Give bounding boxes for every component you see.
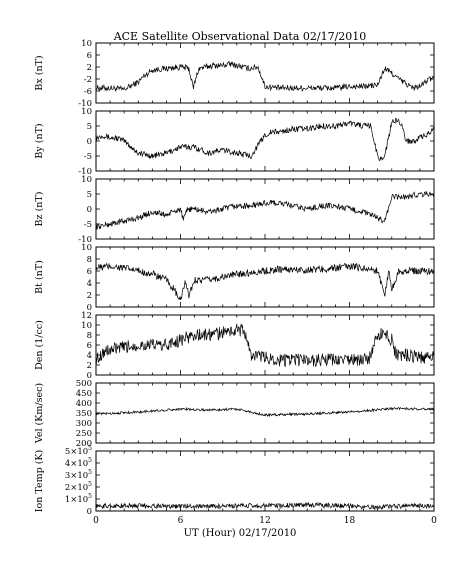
y-tick-label: 2×105 [65,481,92,493]
series-line [95,191,435,230]
y-tick-label: 500 [76,379,92,389]
y-tick-label: 350 [76,409,92,419]
y-tick-label: 5×105 [65,445,92,457]
y-tick-label: -2 [84,75,92,85]
y-axis-label: By (nT) [34,123,45,158]
panel-3: -10 -5 0 5 10 Bz (nT) [34,175,435,245]
x-tick-label: 0 [93,516,99,526]
y-tick-label: 10 [81,175,92,185]
y-tick-label: 450 [76,389,92,399]
y-tick-label: -5 [84,152,92,162]
y-tick-label: -10 [78,99,92,109]
y-tick-label: 200 [76,439,92,449]
y-tick-label: 1×105 [65,493,92,505]
y-tick-label: 5 [87,122,92,132]
y-axis-label: Vel (Km/sec) [34,383,45,444]
y-tick-label: 0 [87,371,92,381]
y-tick-label: 0 [87,205,92,215]
y-tick-label: 10 [81,321,92,331]
series-line [95,262,435,301]
y-tick-label: 5 [87,190,92,200]
y-tick-label: -10 [78,235,92,245]
x-tick-label: 0 [431,516,437,526]
y-tick-label: 0 [87,507,92,517]
y-tick-label: 10 [81,107,92,117]
y-tick-label: 4×105 [65,457,92,469]
y-tick-label: 2 [87,361,92,371]
x-axis-label: UT (Hour) 02/17/2010 [184,528,297,539]
x-tick-label: 6 [178,516,184,526]
y-tick-label: 250 [76,429,92,439]
chart-title: ACE Satellite Observational Data 02/17/2… [113,30,367,43]
y-tick-label: 4 [87,279,92,289]
x-tick-label: 18 [344,516,356,526]
y-axis-label: Bt (nT) [34,260,45,294]
y-tick-label: -10 [78,167,92,177]
y-tick-label: 6 [87,51,92,61]
y-axis-label: Ion Temp (K) [34,450,45,512]
y-tick-label: 300 [76,419,92,429]
y-tick-label: 2 [87,63,92,73]
y-tick-label: 0 [87,303,92,313]
series-line [95,501,435,511]
y-tick-label: 4 [87,351,92,361]
y-tick-label: 12 [81,311,92,321]
y-tick-label: 0 [87,137,92,147]
panel-4: 0 2 4 6 8 10 Bt (nT) [34,243,435,313]
y-tick-label: 8 [87,255,92,265]
series-line [95,406,435,418]
x-tick-label: 12 [259,516,270,526]
series-line [95,117,435,161]
y-tick-label: 10 [81,39,92,49]
series-line [95,323,435,368]
panel-1: -10 -6 -2 2 6 10 Bx (nT) [34,39,435,109]
y-tick-label: 3×105 [65,469,92,481]
y-tick-label: 400 [76,399,92,409]
series-line [95,60,435,92]
y-tick-label: -6 [84,87,92,97]
y-axis-label: Den (1/cc) [34,320,45,370]
y-tick-label: 8 [87,331,92,341]
y-tick-label: 10 [81,243,92,253]
y-tick-label: 6 [87,267,92,277]
y-axis-label: Bz (nT) [34,192,45,227]
y-tick-label: -5 [84,220,92,230]
panels: -10 -6 -2 2 6 10 Bx (nT) -10 -5 0 5 10 By (nT) -10 -5 0… [34,39,437,526]
panel-2: -10 -5 0 5 10 By (nT) [34,107,435,177]
y-axis-label: Bx (nT) [34,55,45,90]
y-tick-label: 2 [87,291,92,301]
y-tick-label: 6 [87,341,92,351]
